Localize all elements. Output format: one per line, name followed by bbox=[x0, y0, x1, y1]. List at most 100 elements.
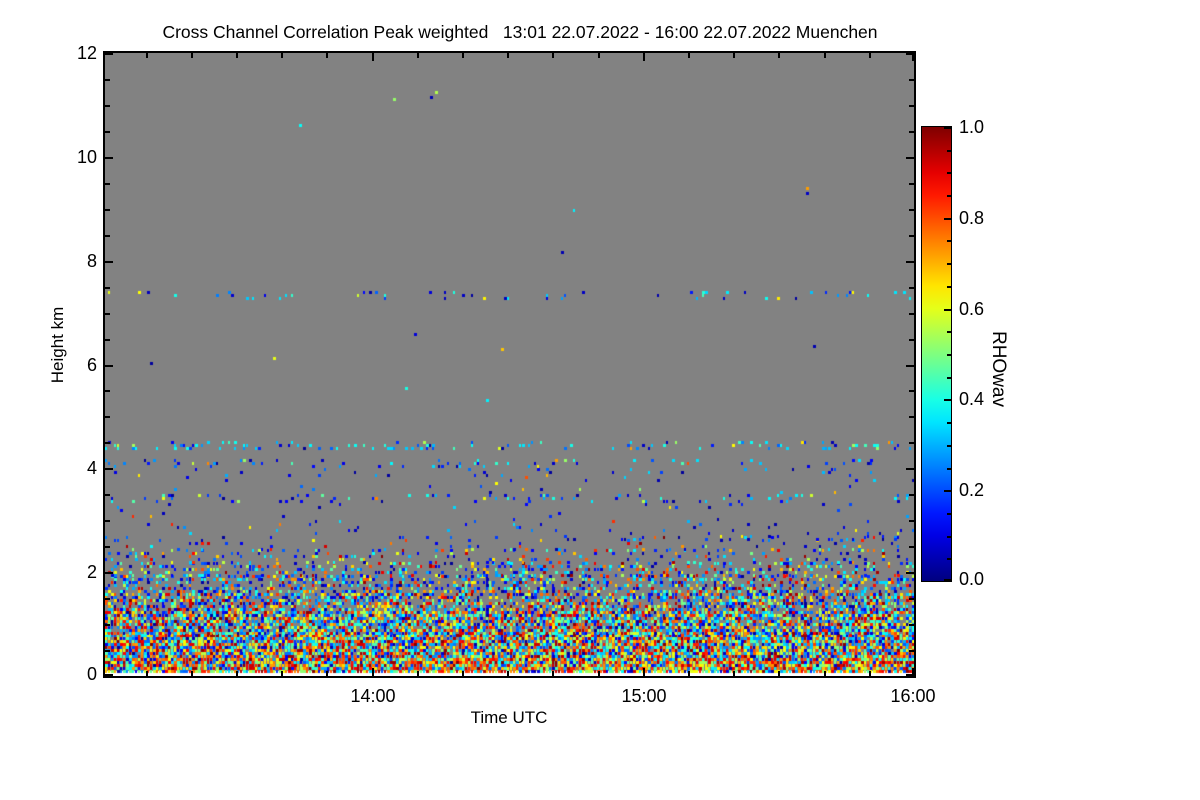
y-minor-tick-right bbox=[909, 416, 914, 418]
y-minor-tick-right bbox=[909, 339, 914, 341]
y-minor-tick-right bbox=[909, 598, 914, 600]
colorbar-minor-tick bbox=[947, 286, 951, 288]
y-minor-tick-right bbox=[909, 442, 914, 444]
y-minor-tick bbox=[105, 624, 110, 626]
x-minor-tick bbox=[507, 671, 509, 676]
x-minor-tick bbox=[552, 671, 554, 676]
y-minor-tick-right bbox=[909, 624, 914, 626]
x-minor-tick-top bbox=[733, 53, 735, 58]
x-tick-label: 16:00 bbox=[890, 686, 936, 706]
y-major-tick bbox=[105, 157, 113, 159]
x-major-tick bbox=[372, 668, 374, 676]
y-minor-tick-right bbox=[909, 390, 914, 392]
colorbar-minor-tick bbox=[947, 445, 951, 447]
x-minor-tick-top bbox=[462, 53, 464, 58]
plot-title: Cross Channel Correlation Peak weighted … bbox=[162, 22, 878, 42]
colorbar-tick-label: 0.8 bbox=[959, 208, 985, 228]
y-tick-label: 0 bbox=[86, 664, 97, 684]
x-minor-tick-top bbox=[778, 53, 780, 58]
x-minor-tick bbox=[236, 671, 238, 676]
y-major-tick bbox=[105, 572, 113, 574]
y-major-tick-right bbox=[906, 53, 914, 55]
y-minor-tick-right bbox=[909, 235, 914, 237]
y-tick-label: 2 bbox=[86, 562, 97, 582]
colorbar-tick-label: 0.2 bbox=[959, 480, 985, 500]
colorbar-major-tick bbox=[944, 127, 951, 129]
y-tick-label: 6 bbox=[86, 355, 97, 375]
x-tick-label: 14:00 bbox=[350, 686, 396, 706]
x-minor-tick-top bbox=[281, 53, 283, 58]
y-minor-tick-right bbox=[909, 520, 914, 522]
colorbar-gradient bbox=[922, 127, 951, 581]
y-minor-tick-right bbox=[909, 494, 914, 496]
plot-area: Height km Time UTC 14:00 15:00 16:00 0 2 4 6 8 1… bbox=[48, 43, 936, 727]
colorbar-major-tick bbox=[944, 309, 951, 311]
y-tick-label: 8 bbox=[86, 251, 97, 271]
colorbar-minor-tick bbox=[947, 331, 951, 333]
x-major-tick-top bbox=[912, 53, 914, 61]
x-minor-tick-top bbox=[598, 53, 600, 58]
colorbar-tick-label: 0.6 bbox=[959, 299, 985, 319]
y-major-tick-right bbox=[906, 157, 914, 159]
y-minor-tick bbox=[105, 105, 110, 107]
y-major-tick-right bbox=[906, 365, 914, 367]
x-minor-tick bbox=[733, 671, 735, 676]
x-minor-tick-top bbox=[236, 53, 238, 58]
y-major-tick-right bbox=[906, 468, 914, 470]
colorbar-major-tick bbox=[944, 399, 951, 401]
x-minor-tick bbox=[778, 671, 780, 676]
x-minor-tick bbox=[417, 671, 419, 676]
y-minor-tick bbox=[105, 650, 110, 652]
y-minor-tick bbox=[105, 209, 110, 211]
x-minor-tick-top bbox=[191, 53, 193, 58]
x-major-tick bbox=[643, 668, 645, 676]
y-minor-tick bbox=[105, 598, 110, 600]
x-minor-tick bbox=[598, 671, 600, 676]
y-minor-tick-right bbox=[909, 131, 914, 133]
y-minor-tick bbox=[105, 79, 110, 81]
x-minor-tick bbox=[462, 671, 464, 676]
colorbar-minor-tick bbox=[947, 558, 951, 560]
colorbar-minor-tick bbox=[947, 377, 951, 379]
x-minor-tick-top bbox=[552, 53, 554, 58]
y-minor-tick bbox=[105, 287, 110, 289]
x-minor-tick-top bbox=[146, 53, 148, 58]
x-minor-tick bbox=[824, 671, 826, 676]
colorbar-minor-tick bbox=[947, 195, 951, 197]
colorbar-title: RHOwav bbox=[988, 330, 1009, 408]
colorbar-tick-label: 0.0 bbox=[959, 569, 985, 589]
y-major-tick bbox=[105, 468, 113, 470]
y-minor-tick-right bbox=[909, 209, 914, 211]
y-major-tick bbox=[105, 674, 113, 676]
colorbar-minor-tick bbox=[947, 172, 951, 174]
colorbar-minor-tick bbox=[947, 468, 951, 470]
x-minor-tick bbox=[281, 671, 283, 676]
colorbar: RHOwav 0.0 0.2 0.4 0.6 0.8 1.0 bbox=[921, 117, 1009, 589]
y-major-tick bbox=[105, 53, 113, 55]
heatmap-canvas bbox=[105, 53, 914, 676]
x-minor-tick-top bbox=[688, 53, 690, 58]
colorbar-minor-tick bbox=[947, 263, 951, 265]
y-minor-tick-right bbox=[909, 183, 914, 185]
y-minor-tick bbox=[105, 520, 110, 522]
y-major-tick bbox=[105, 365, 113, 367]
x-minor-tick bbox=[869, 671, 871, 676]
colorbar-major-tick bbox=[944, 218, 951, 220]
y-major-tick-right bbox=[906, 572, 914, 574]
x-tick-label: 15:00 bbox=[621, 686, 667, 706]
colorbar-tick-label: 1.0 bbox=[959, 117, 985, 137]
x-minor-tick bbox=[191, 671, 193, 676]
colorbar-major-tick bbox=[944, 490, 951, 492]
x-minor-tick bbox=[326, 671, 328, 676]
x-major-tick-top bbox=[372, 53, 374, 61]
colorbar-major-tick bbox=[944, 579, 951, 581]
x-minor-tick bbox=[146, 671, 148, 676]
x-minor-tick-top bbox=[824, 53, 826, 58]
y-major-tick-right bbox=[906, 674, 914, 676]
y-minor-tick bbox=[105, 416, 110, 418]
y-tick-label: 4 bbox=[86, 458, 97, 478]
colorbar-minor-tick bbox=[947, 513, 951, 515]
y-minor-tick-right bbox=[909, 650, 914, 652]
y-minor-tick-right bbox=[909, 105, 914, 107]
